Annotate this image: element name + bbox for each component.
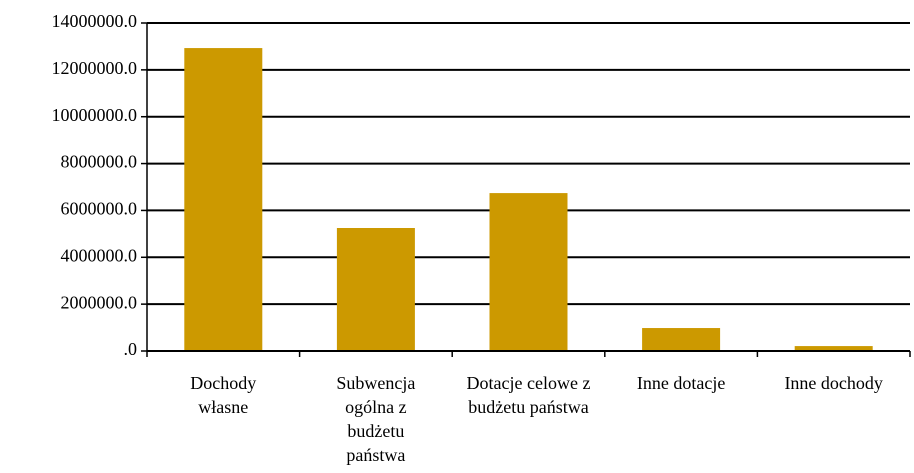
y-tick-label: 2000000.0 [61, 292, 138, 312]
y-tick-label: 14000000.0 [52, 11, 138, 31]
x-tick-label: Dotacje celowe z budżetu państwa [466, 373, 591, 417]
x-tick-label: Inne dotacje [636, 373, 726, 393]
y-tick-label: 6000000.0 [61, 199, 138, 219]
bar [794, 346, 873, 351]
y-tick-label: 12000000.0 [52, 58, 138, 78]
bar [184, 48, 263, 351]
y-tick-label: 8000000.0 [61, 152, 138, 172]
bar [489, 193, 568, 351]
x-tick-label: Subwencja ogólna z budżetu państwa [336, 373, 416, 465]
x-tick-label: Inne dochody [784, 373, 883, 393]
bar [642, 328, 721, 351]
y-tick-label: .0 [124, 339, 138, 359]
bar [336, 228, 415, 351]
y-tick-label: 10000000.0 [52, 105, 138, 125]
y-tick-label: 4000000.0 [61, 245, 138, 265]
x-tick-label: Dochody własne [190, 373, 257, 417]
